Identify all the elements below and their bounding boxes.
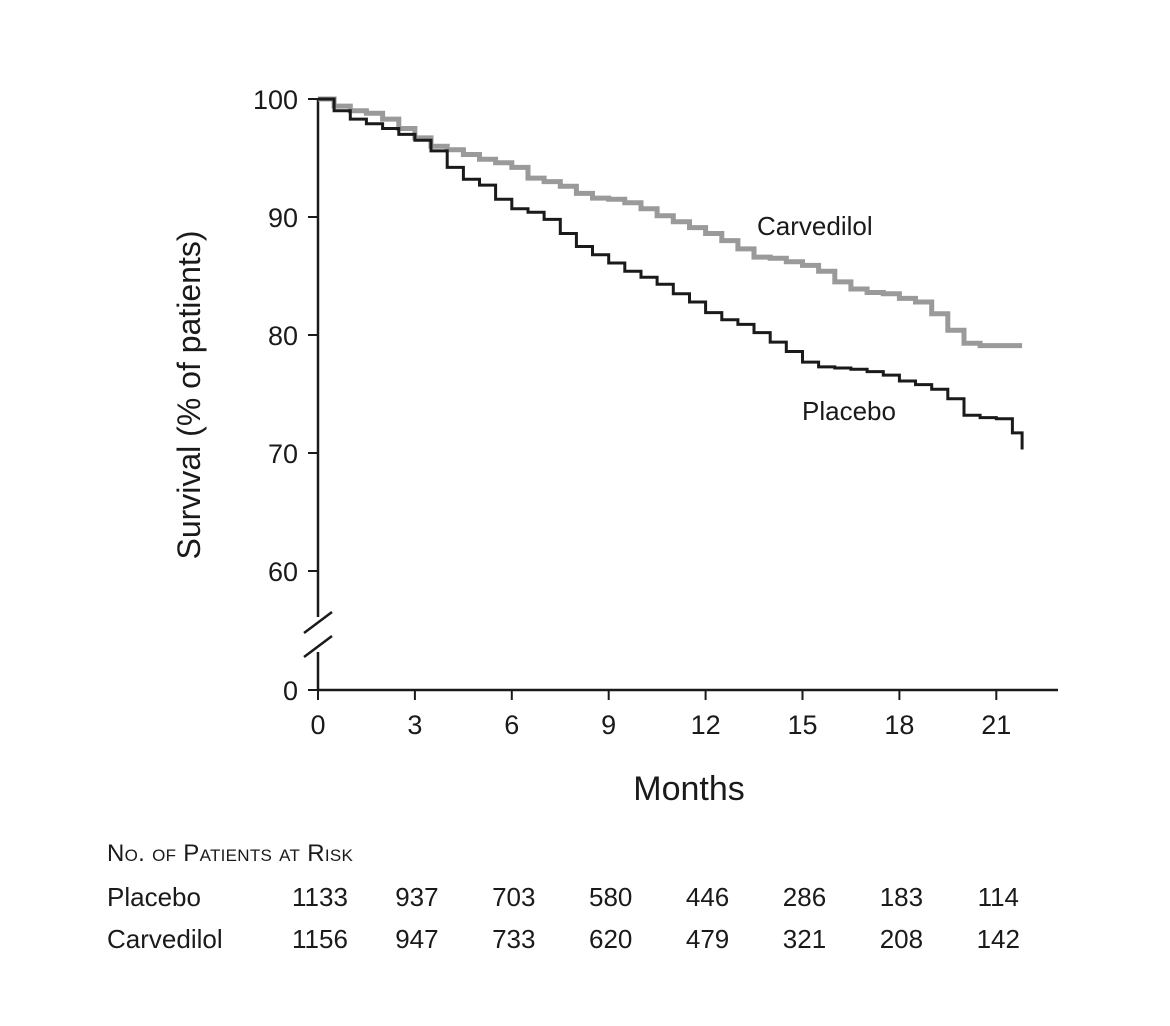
risk-row-label: Carvedilol (107, 924, 223, 954)
survival-chart: 0 3 6 9 12 15 18 21 0 60 70 80 90 100 Months Surviva… (171, 85, 1058, 808)
risk-value: 446 (685, 882, 730, 912)
risk-value: 208 (879, 924, 924, 954)
x-tick-label: 0 (310, 710, 325, 740)
y-tick-label: 100 (253, 85, 298, 115)
risk-table-title: No. of Patients at Risk (107, 840, 354, 867)
series-label-placebo: Placebo (802, 396, 896, 426)
series-line-placebo (318, 97, 1024, 450)
x-tick-label: 18 (884, 710, 914, 740)
axis-break-mark (303, 635, 333, 658)
patients-at-risk-table: No. of Patients at Risk Placebo 1133 937 7… (107, 840, 1067, 966)
y-axis-ticks: 0 60 70 80 90 100 (253, 85, 318, 706)
risk-row-placebo: Placebo 1133 937 703 580 446 286 183 114 (107, 882, 1067, 924)
y-tick-label: 80 (268, 321, 298, 351)
y-axis-title: Survival (% of patients) (171, 230, 207, 559)
axis-break-mark (303, 611, 333, 634)
y-tick-label: 90 (268, 203, 298, 233)
risk-value: 142 (976, 924, 1020, 954)
y-tick-label: 0 (283, 676, 298, 706)
chart-axes (303, 99, 1058, 692)
risk-value: 937 (395, 882, 439, 912)
risk-value: 620 (588, 924, 633, 954)
y-tick-label: 70 (268, 439, 298, 469)
x-tick-label: 15 (787, 710, 817, 740)
risk-value: 183 (879, 882, 924, 912)
series-label-carvedilol: Carvedilol (757, 211, 873, 241)
risk-value: 733 (492, 924, 536, 954)
risk-value: 114 (977, 882, 1020, 912)
x-tick-label: 21 (981, 710, 1011, 740)
risk-value: 321 (782, 924, 827, 954)
x-axis-title: Months (633, 770, 745, 808)
x-axis-ticks: 0 3 6 9 12 15 18 21 (310, 690, 1011, 740)
series-line-carvedilol (318, 96, 1023, 349)
x-tick-label: 3 (407, 710, 422, 740)
chart-series (318, 96, 1024, 450)
risk-value: 947 (395, 924, 439, 954)
risk-value: 1156 (292, 924, 348, 954)
risk-row-carvedilol: Carvedilol 1156 947 733 620 479 321 208 142 (107, 924, 1067, 966)
risk-row-label: Placebo (107, 882, 201, 912)
x-tick-label: 6 (504, 710, 519, 740)
x-tick-label: 12 (691, 710, 721, 740)
risk-value: 286 (782, 882, 827, 912)
x-tick-label: 9 (601, 710, 616, 740)
risk-value: 580 (588, 882, 633, 912)
risk-value: 479 (685, 924, 730, 954)
risk-value: 1133 (292, 882, 348, 912)
risk-value: 703 (492, 882, 536, 912)
y-tick-label: 60 (268, 557, 298, 587)
